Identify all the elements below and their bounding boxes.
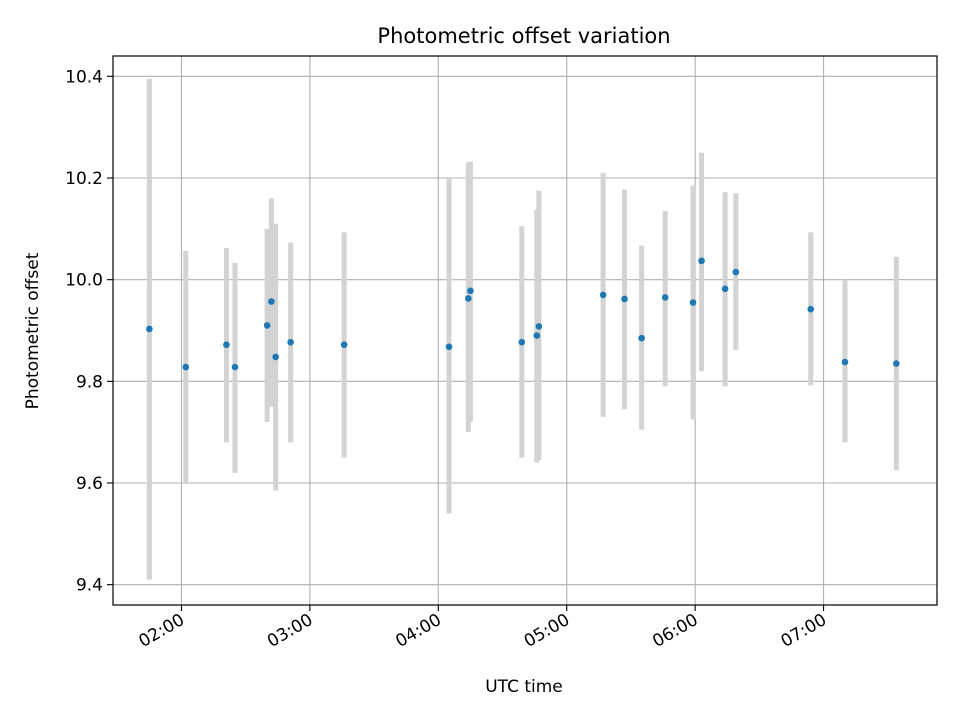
data-point — [340, 341, 348, 349]
data-point — [146, 325, 153, 333]
data-point — [445, 343, 453, 351]
data-point — [893, 360, 900, 367]
data-point — [223, 341, 230, 349]
data-point — [807, 305, 815, 313]
chart-title: Photometric offset variation — [377, 24, 670, 48]
data-points — [146, 257, 900, 371]
data-point — [661, 294, 669, 301]
data-point — [721, 285, 729, 293]
data-point — [263, 322, 271, 329]
data-point — [268, 298, 275, 305]
data-point — [231, 363, 239, 371]
data-point — [732, 268, 740, 276]
y-tick-label: 10.2 — [65, 169, 103, 189]
data-point — [621, 295, 628, 303]
data-point — [467, 287, 474, 295]
data-point — [533, 332, 541, 339]
data-point — [182, 363, 190, 371]
data-point — [698, 257, 705, 265]
data-point — [689, 299, 697, 306]
grid — [113, 56, 937, 605]
plot-frame — [112, 55, 938, 606]
data-point — [518, 338, 526, 346]
x-axis-label: UTC time — [485, 677, 563, 697]
y-tick-label: 9.4 — [76, 576, 103, 596]
data-point — [272, 353, 279, 361]
y-tick-label: 9.8 — [76, 372, 103, 392]
y-tick-label: 10.4 — [65, 67, 103, 87]
data-point — [599, 291, 607, 299]
data-point — [535, 323, 543, 330]
data-point — [638, 334, 645, 342]
y-axis-label: Photometric offset — [23, 252, 43, 409]
y-tick-label: 10.0 — [65, 271, 103, 291]
data-point — [841, 358, 849, 366]
data-point — [464, 295, 472, 302]
y-tick-label: 9.6 — [76, 474, 103, 494]
data-point — [287, 338, 294, 346]
